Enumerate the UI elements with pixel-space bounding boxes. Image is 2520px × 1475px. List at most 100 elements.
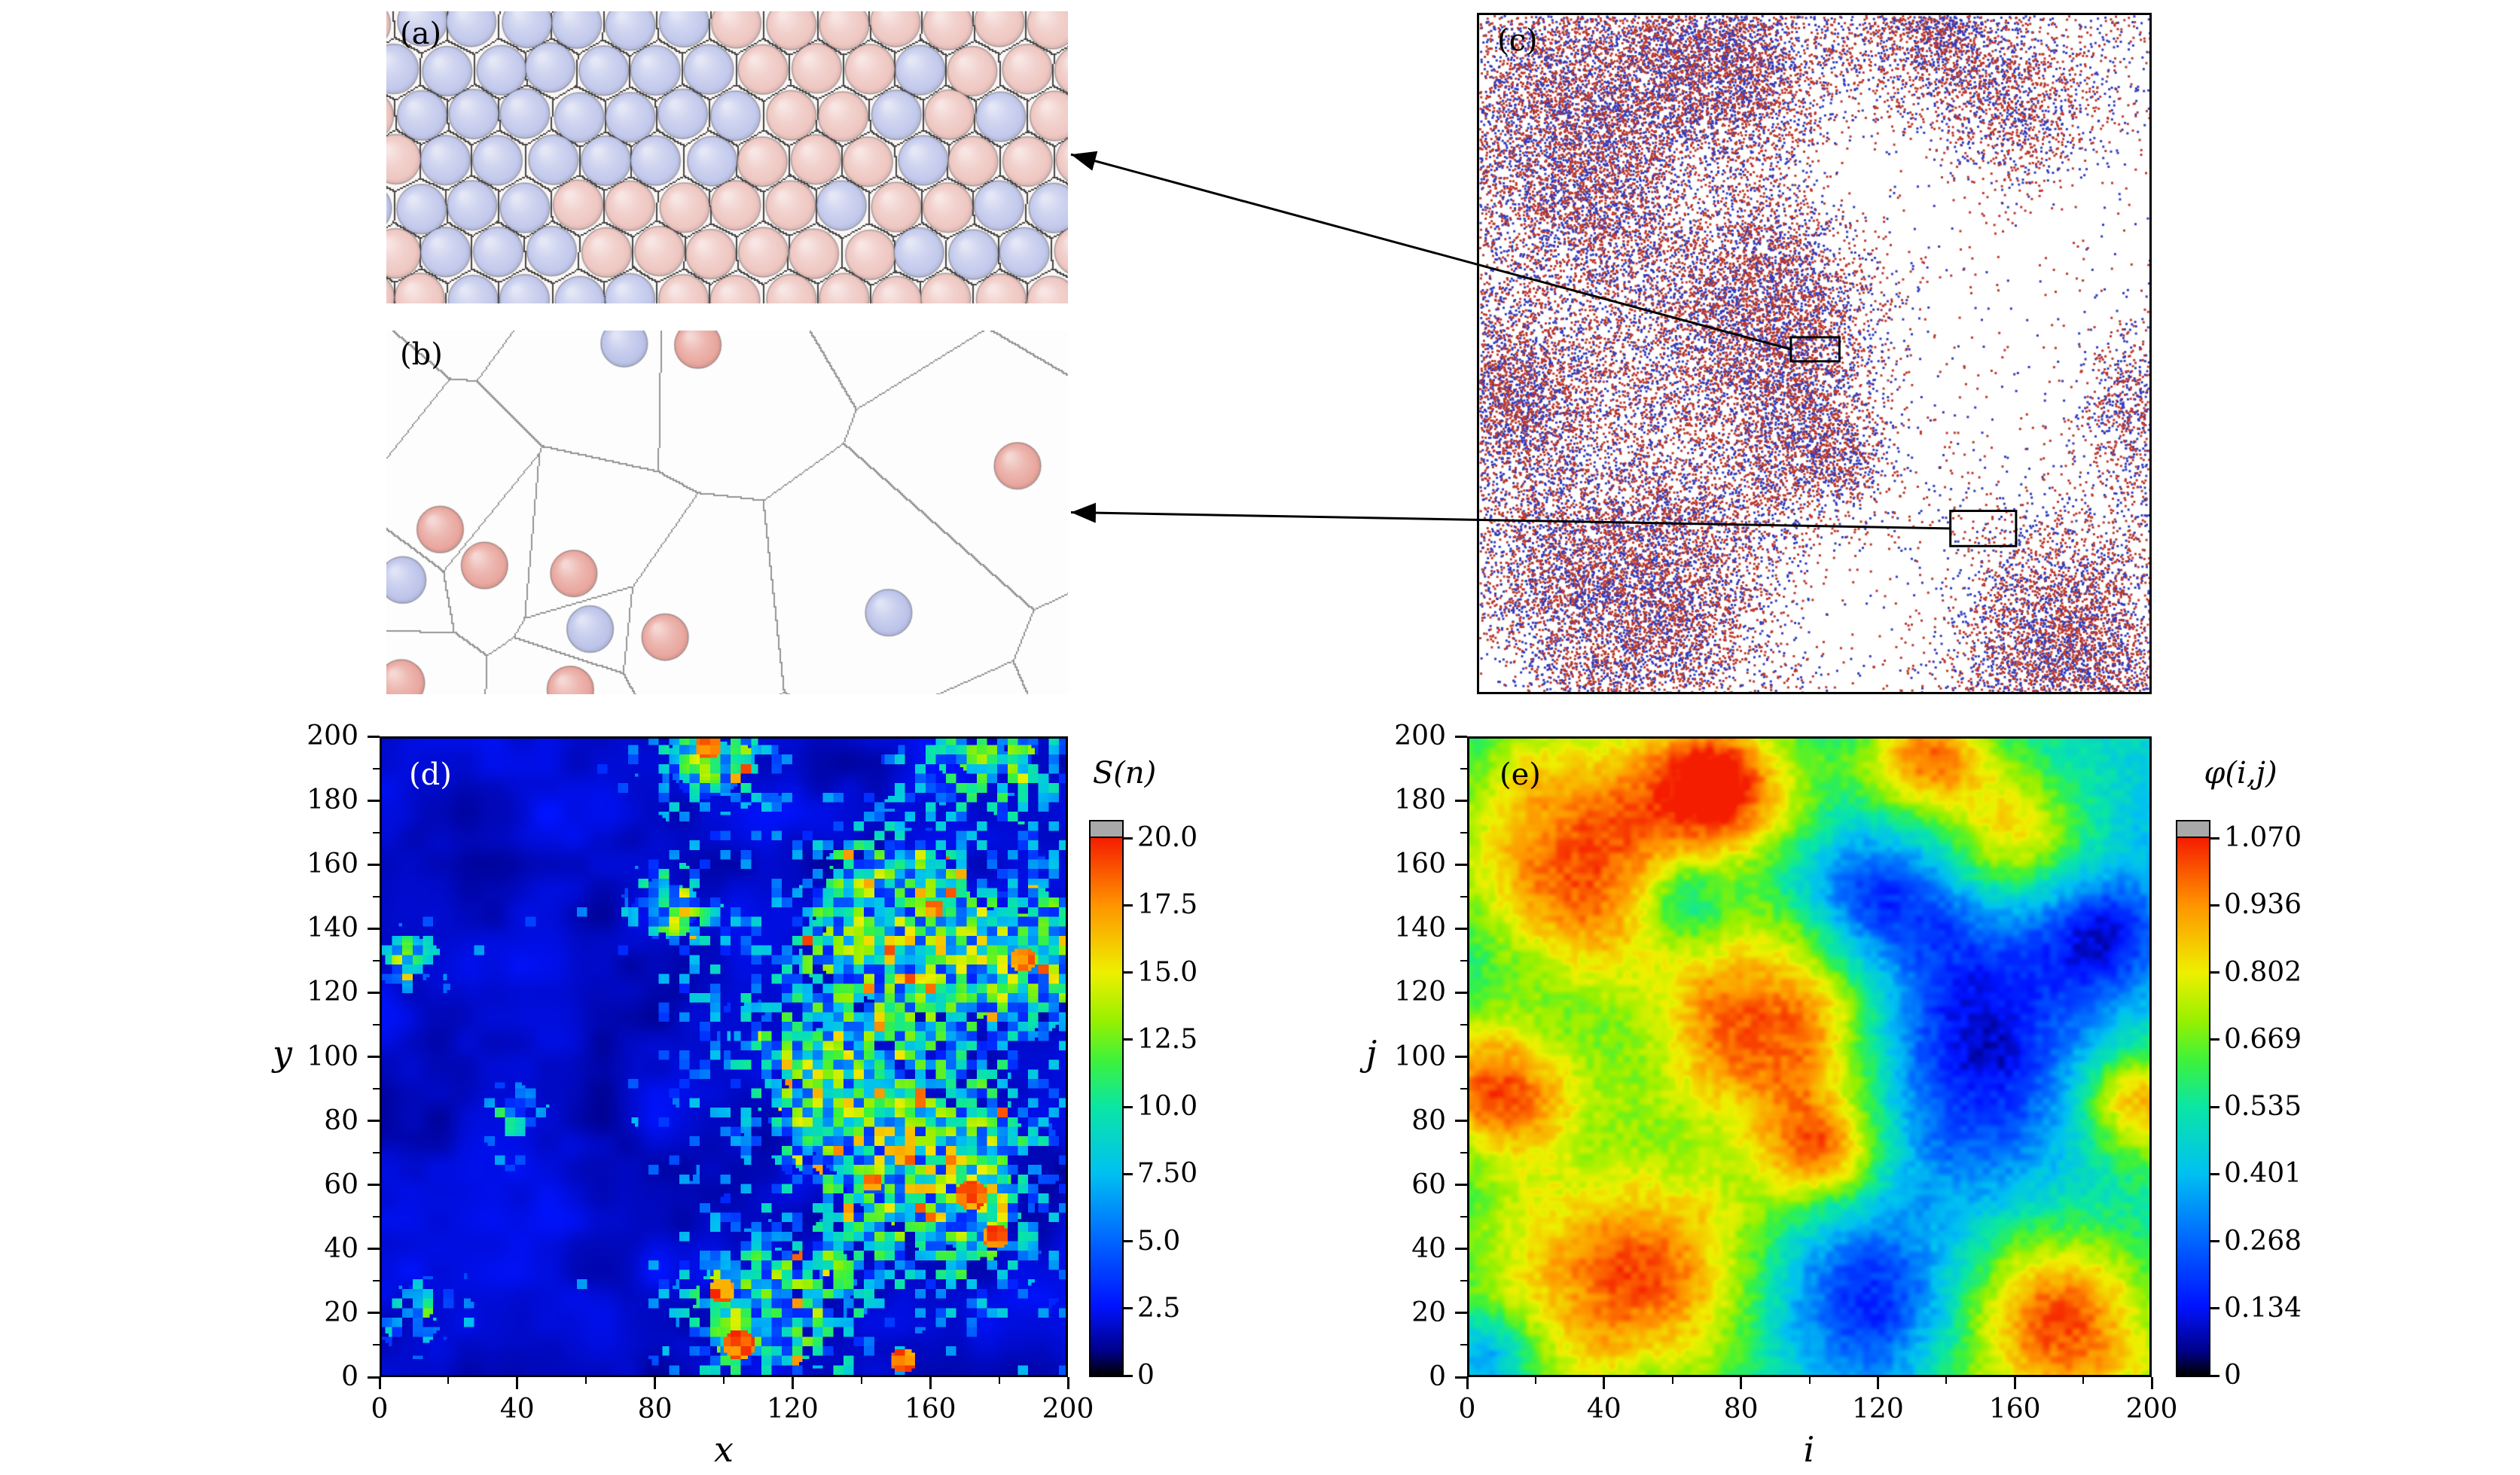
y-minor-tick <box>1460 895 1467 897</box>
y-axis-title-e: j <box>1365 1033 1377 1074</box>
y-major-tick <box>1455 863 1467 866</box>
colorbar-tick <box>2210 1105 2219 1108</box>
x-tick-label: 0 <box>371 1394 389 1425</box>
panel-b-dilute-zoom: (b) <box>386 331 1068 694</box>
y-tick-label: 40 <box>1411 1233 1446 1264</box>
dense-packing-canvas <box>386 11 1068 303</box>
y-major-tick <box>368 1120 380 1123</box>
y-minor-tick <box>373 1023 380 1025</box>
y-major-tick <box>368 863 380 866</box>
x-tick-label: 0 <box>1458 1394 1476 1425</box>
x-tick-label: 80 <box>637 1394 673 1425</box>
colorbar-tick <box>1124 1038 1133 1041</box>
colorbar-gradient <box>2177 838 2209 1376</box>
y-minor-tick <box>373 959 380 961</box>
y-major-tick <box>1455 927 1467 930</box>
x-axis-title-e: i <box>1803 1429 1815 1470</box>
colorbar-tick-label: 0 <box>2224 1360 2241 1391</box>
y-minor-tick <box>1460 959 1467 961</box>
x-tick-label: 40 <box>1586 1394 1622 1425</box>
colorbar-tick <box>2210 1240 2219 1242</box>
colorbar-tick-label: 0.669 <box>2224 1023 2302 1055</box>
colorbar-tick-label: 0 <box>1137 1360 1155 1391</box>
y-major-tick <box>1455 1056 1467 1058</box>
y-major-tick <box>368 735 380 738</box>
colorbar-tick-label: 20.0 <box>1137 822 1198 853</box>
colorbar-tick <box>2210 837 2219 840</box>
colorbar-tick <box>1124 904 1133 907</box>
y-major-tick <box>368 1056 380 1058</box>
x-tick-label: 200 <box>1042 1394 1094 1425</box>
y-minor-tick <box>1460 1088 1467 1090</box>
y-tick-label: 80 <box>324 1105 358 1136</box>
panel-a-label: (a) <box>400 17 442 51</box>
y-major-tick <box>1455 799 1467 802</box>
y-tick-label: 100 <box>307 1041 358 1072</box>
y-major-tick <box>1455 991 1467 994</box>
y-tick-label: 40 <box>324 1233 358 1264</box>
colorbar-tick-label: 0.802 <box>2224 956 2302 988</box>
colorbar-tick-label: 0.134 <box>2224 1292 2302 1324</box>
panel-d-sn-heatmap: (d) <box>380 736 1068 1377</box>
colorbar-tick <box>2210 904 2219 907</box>
x-major-tick <box>378 1377 381 1389</box>
y-minor-tick <box>373 767 380 769</box>
y-tick-label: 180 <box>307 785 358 816</box>
x-tick-label: 160 <box>1988 1394 2041 1425</box>
y-major-tick <box>1455 1184 1467 1187</box>
y-tick-label: 0 <box>1429 1361 1446 1392</box>
colorbar-tick <box>1124 1374 1133 1377</box>
y-major-tick <box>368 1312 380 1315</box>
y-major-tick <box>368 1376 380 1379</box>
x-major-tick <box>654 1377 657 1389</box>
x-tick-label: 160 <box>904 1394 956 1425</box>
colorbar-sn <box>1089 820 1124 1377</box>
y-tick-label: 140 <box>1394 913 1446 944</box>
y-tick-label: 60 <box>1411 1169 1446 1200</box>
y-tick-label: 160 <box>307 849 358 880</box>
x-tick-label: 200 <box>2125 1394 2178 1425</box>
x-major-tick <box>2150 1377 2153 1389</box>
y-tick-label: 120 <box>1394 977 1446 1008</box>
y-minor-tick <box>1460 1344 1467 1346</box>
colorbar-tick-label: 0.535 <box>2224 1091 2302 1122</box>
x-minor-tick <box>447 1377 450 1384</box>
x-minor-tick <box>2082 1377 2085 1384</box>
colorbar-tick <box>2210 1307 2219 1310</box>
colorbar-gradient <box>1091 838 1122 1376</box>
colorbar-overflow-cap <box>1091 821 1122 838</box>
panel-e-label: (e) <box>1499 757 1541 792</box>
x-major-tick <box>516 1377 519 1389</box>
colorbar-tick-label: 0.936 <box>2224 889 2302 921</box>
y-minor-tick <box>373 831 380 833</box>
y-minor-tick <box>373 895 380 897</box>
x-tick-label: 120 <box>767 1394 819 1425</box>
colorbar-title-sn: S(n) <box>1092 756 1157 791</box>
colorbar-title-phi: φ(i,j) <box>2204 756 2277 791</box>
colorbar-tick-label: 0.268 <box>2224 1225 2302 1257</box>
y-major-tick <box>368 991 380 994</box>
x-major-tick <box>1740 1377 1743 1389</box>
y-major-tick <box>368 1248 380 1251</box>
y-minor-tick <box>1460 1280 1467 1282</box>
colorbar-tick <box>1124 1307 1133 1310</box>
y-tick-label: 80 <box>1411 1105 1446 1136</box>
y-major-tick <box>368 1184 380 1187</box>
y-minor-tick <box>373 1344 380 1346</box>
y-major-tick <box>1455 1120 1467 1123</box>
y-minor-tick <box>1460 1216 1467 1218</box>
y-major-tick <box>368 927 380 930</box>
x-minor-tick <box>860 1377 862 1384</box>
y-tick-label: 160 <box>1394 849 1446 880</box>
colorbar-phi <box>2176 820 2210 1377</box>
colorbar-tick <box>1124 1240 1133 1242</box>
x-major-tick <box>1066 1377 1069 1389</box>
y-tick-label: 20 <box>324 1297 358 1328</box>
x-major-tick <box>791 1377 794 1389</box>
x-major-tick <box>1876 1377 1879 1389</box>
x-minor-tick <box>1534 1377 1536 1384</box>
y-major-tick <box>1455 1376 1467 1379</box>
colorbar-tick <box>1124 837 1133 840</box>
panel-a-dense-zoom: (a) <box>386 11 1068 303</box>
x-minor-tick <box>1808 1377 1811 1384</box>
